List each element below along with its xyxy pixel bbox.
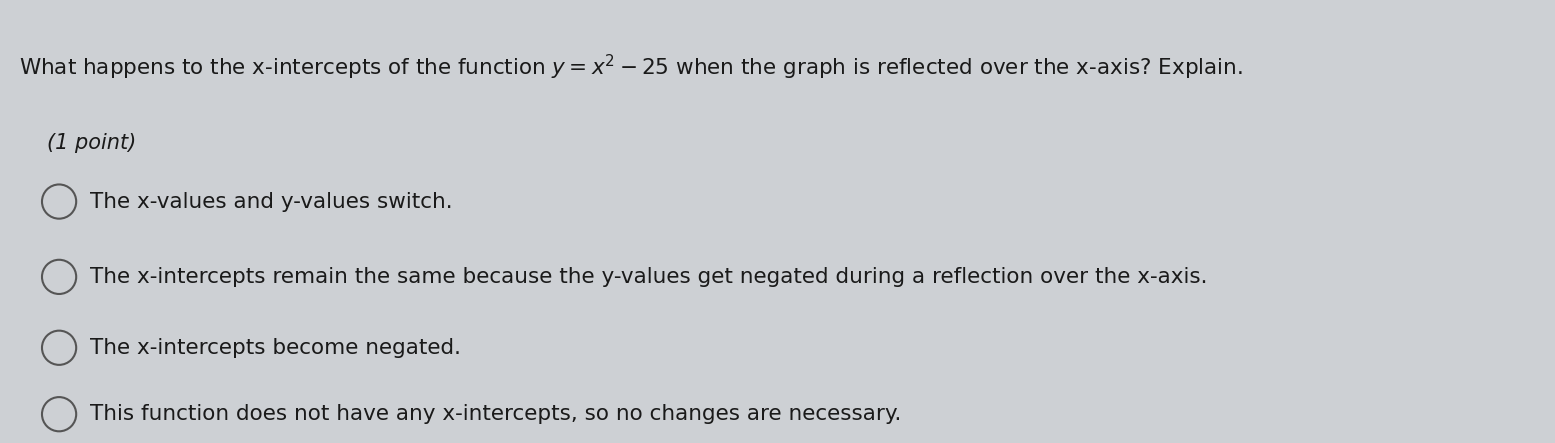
Text: The x-values and y-values switch.: The x-values and y-values switch.: [90, 191, 453, 212]
Text: What happens to the x-intercepts of the function $y = x^2 - 25$ when the graph i: What happens to the x-intercepts of the …: [19, 53, 1242, 82]
Text: The x-intercepts become negated.: The x-intercepts become negated.: [90, 338, 462, 358]
Text: The x-intercepts remain the same because the y-values get negated during a refle: The x-intercepts remain the same because…: [90, 267, 1208, 287]
Text: This function does not have any x-intercepts, so no changes are necessary.: This function does not have any x-interc…: [90, 404, 902, 424]
Text: (1 point): (1 point): [47, 133, 135, 153]
